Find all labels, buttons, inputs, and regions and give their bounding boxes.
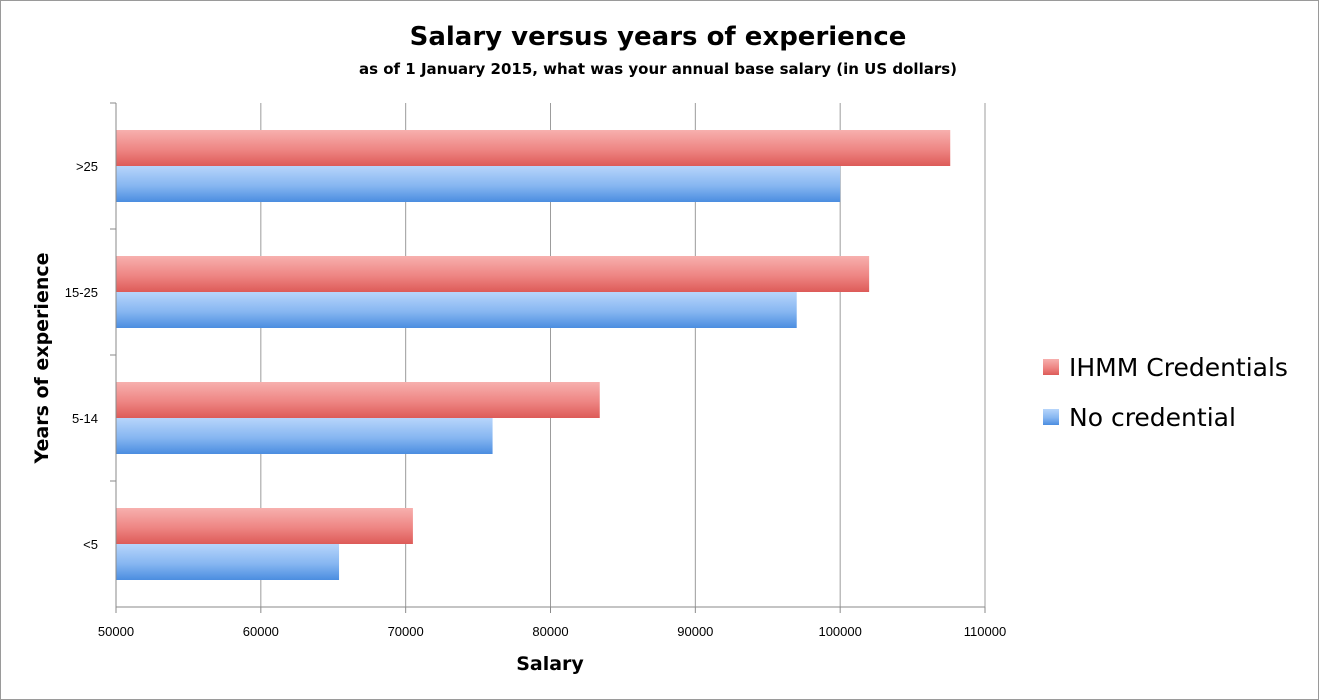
x-tick-label: 60000 [243,624,279,639]
chart-subtitle: as of 1 January 2015, what was your annu… [358,60,958,78]
y-tick-label: <5 [83,537,98,552]
y-tick-label: 5-14 [72,411,98,426]
axes: 50000 60000 70000 80000 90000 100000 110000 <5 5… [65,102,1006,639]
legend-label: No credential [1069,403,1236,432]
bar-ihmm-3 [116,130,951,166]
chart-title: Salary versus years of experience [409,22,907,52]
bar-no-credential-3 [116,166,841,202]
x-tick-label: 70000 [388,624,424,639]
bar-ihmm-2 [116,256,870,292]
x-tick-label: 90000 [677,624,713,639]
bar-no-credential-2 [116,292,797,328]
legend-swatch [1043,409,1059,425]
x-axis-title: Salary [516,653,584,675]
bar-ihmm-1 [116,382,600,418]
y-tick-label: 15-25 [65,285,98,300]
y-tick-label: >25 [76,159,98,174]
legend-label: IHMM Credentials [1069,353,1288,382]
x-tick-label: 80000 [532,624,568,639]
legend: IHMM Credentials No credential [1043,353,1288,432]
x-tick-label: 110000 [964,624,1006,639]
bar-no-credential-0 [116,544,340,580]
x-tick-label: 100000 [818,624,861,639]
y-axis-title: Years of experience [31,252,53,464]
bars [116,130,951,580]
bar-ihmm-0 [116,508,413,544]
legend-swatch [1043,359,1059,375]
x-tick-label: 50000 [98,624,134,639]
bar-no-credential-1 [116,418,493,454]
